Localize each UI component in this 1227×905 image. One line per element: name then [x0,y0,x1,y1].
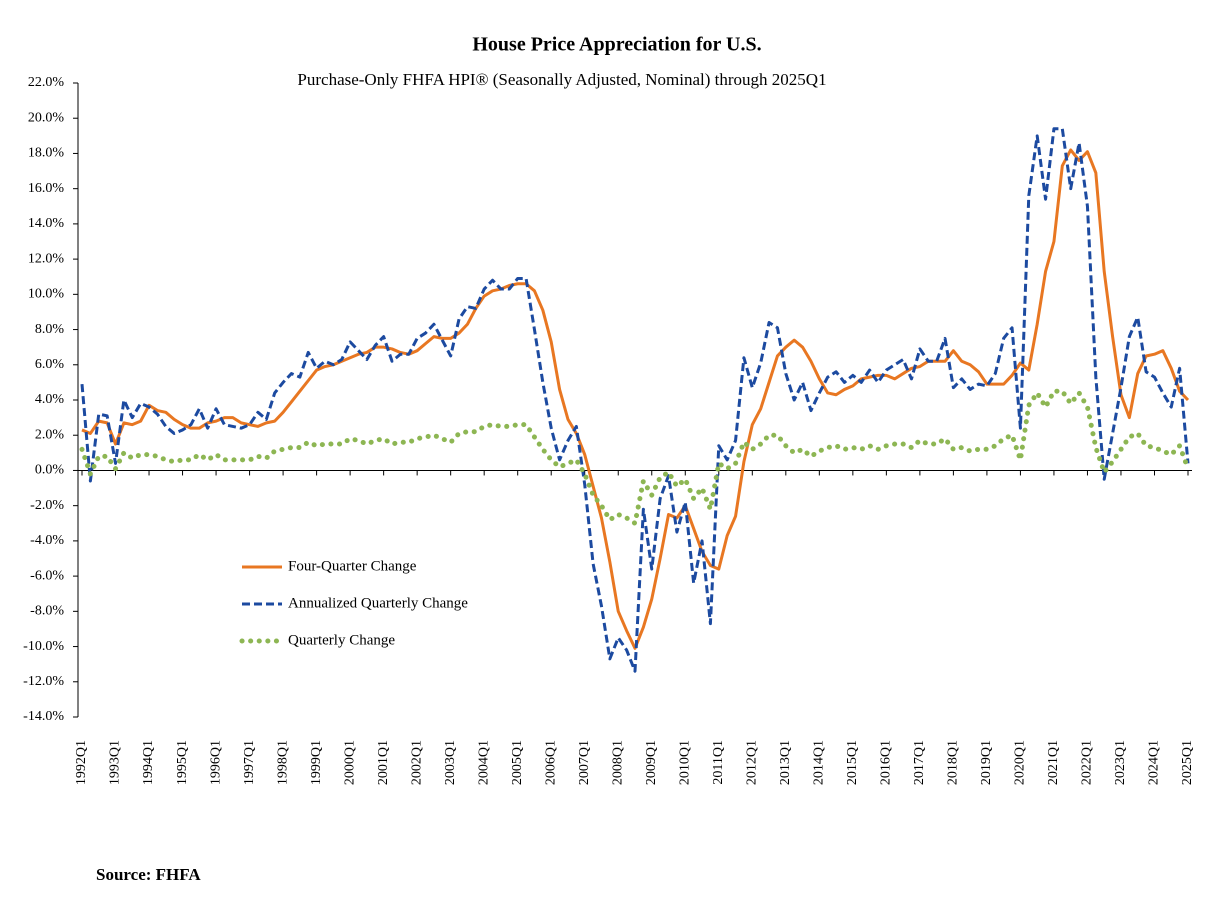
y-tick-label: 22.0% [28,75,65,90]
x-tick-label: 2019Q1 [979,740,994,785]
legend-label: Quarterly Change [288,632,395,648]
x-tick-label: 2003Q1 [443,740,458,785]
x-tick-label: 2000Q1 [342,740,357,785]
series-line [79,388,1191,526]
x-tick-label: 2001Q1 [376,740,391,785]
y-tick-label: -6.0% [30,568,64,583]
series-line [81,148,1190,650]
y-tick-label: 0.0% [35,463,65,478]
x-tick-label: 2004Q1 [476,740,491,785]
legend-label: Four-Quarter Change [288,558,417,574]
y-tick-label: 8.0% [35,322,65,337]
x-tick-label: 1992Q1 [74,740,89,785]
legend-label: Annualized Quarterly Change [288,595,468,611]
y-tick-label: -4.0% [30,533,64,548]
x-tick-label: 2018Q1 [946,740,961,785]
x-tick-label: 1994Q1 [141,740,156,785]
x-tick-label: 2022Q1 [1080,740,1095,785]
x-tick-label: 1999Q1 [309,740,324,785]
x-tick-label: 1993Q1 [108,740,123,785]
y-tick-label: 10.0% [28,287,65,302]
x-tick-label: 2008Q1 [610,740,625,785]
x-tick-label: 2015Q1 [845,740,860,785]
y-tick-label: -10.0% [23,639,64,654]
x-tick-label: 2010Q1 [677,740,692,785]
x-tick-label: 2024Q1 [1147,740,1162,785]
y-tick-label: 6.0% [35,357,65,372]
x-tick-label: 2011Q1 [711,740,726,785]
x-tick-label: 2006Q1 [543,740,558,785]
y-tick-label: -8.0% [30,604,64,619]
y-tick-label: -2.0% [30,498,64,513]
x-tick-label: 2023Q1 [1113,740,1128,785]
chart-title: House Price Appreciation for U.S. [472,34,761,56]
x-tick-label: 2013Q1 [778,740,793,785]
y-tick-label: -12.0% [23,674,64,689]
y-tick-label: 14.0% [28,216,65,231]
y-tick-label: 4.0% [35,392,65,407]
y-tick-label: -14.0% [23,709,64,724]
y-tick-label: 12.0% [28,251,65,266]
x-tick-label: 2009Q1 [644,740,659,785]
x-tick-label: 2025Q1 [1180,740,1195,785]
x-tick-label: 1998Q1 [275,740,290,785]
y-tick-label: 2.0% [35,427,65,442]
y-tick-label: 16.0% [28,181,65,196]
x-tick-label: 2017Q1 [912,740,927,785]
series-line [80,127,1190,673]
x-tick-label: 2014Q1 [812,740,827,785]
x-tick-label: 1997Q1 [242,740,257,785]
x-tick-label: 2020Q1 [1013,740,1028,785]
source-note: Source: FHFA [96,865,201,884]
x-tick-label: 2012Q1 [745,740,760,785]
chart-subtitle: Purchase-Only FHFA HPI® (Seasonally Adju… [297,70,826,89]
y-tick-label: 18.0% [28,146,65,161]
x-tick-label: 1995Q1 [175,740,190,785]
x-tick-label: 2002Q1 [409,740,424,785]
x-tick-label: 2007Q1 [577,740,592,785]
y-tick-label: 20.0% [28,110,65,125]
x-tick-label: 2016Q1 [879,740,894,785]
x-tick-label: 2021Q1 [1046,740,1061,785]
x-tick-label: 2005Q1 [510,740,525,785]
x-tick-label: 1996Q1 [208,740,223,785]
